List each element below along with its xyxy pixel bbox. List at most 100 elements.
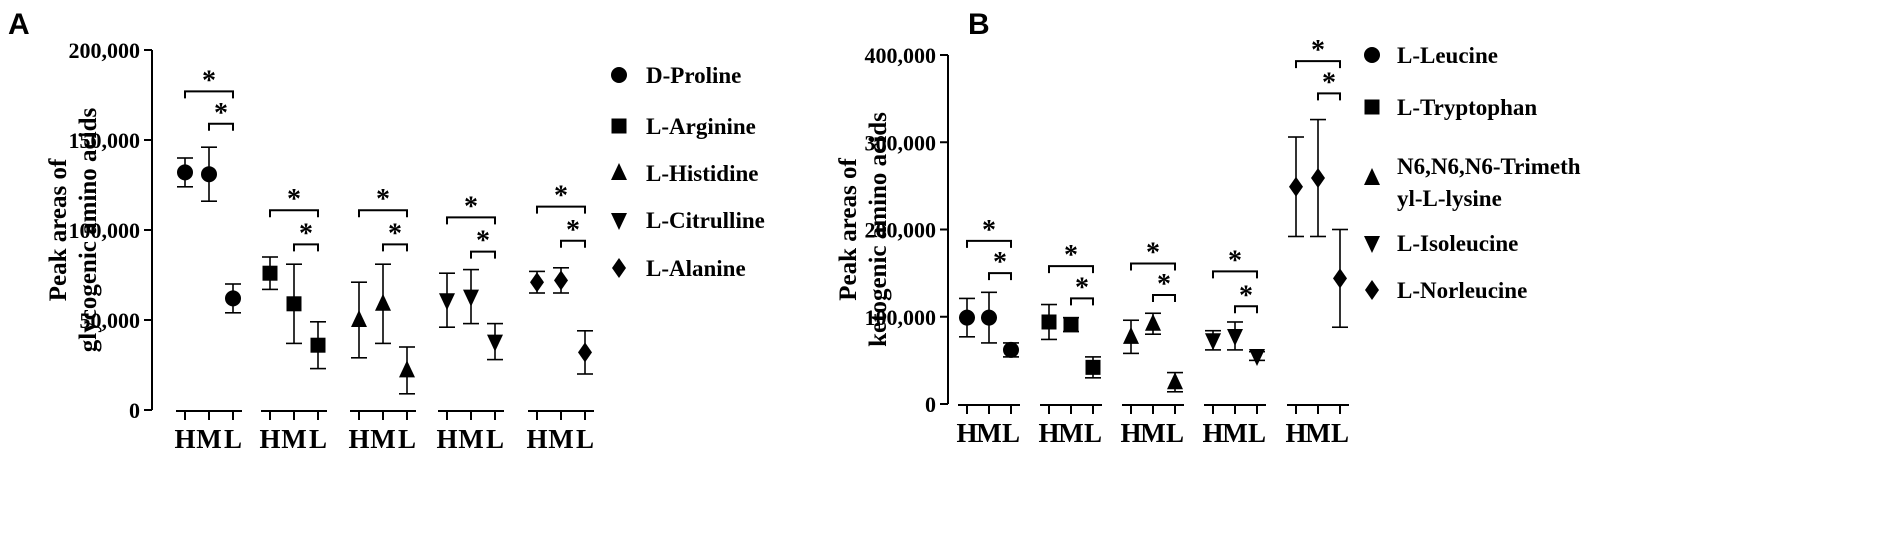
panel-b-y-tick-label: 400,000 <box>865 43 937 68</box>
panel-b-x-tick-label: M <box>1058 418 1083 448</box>
panel-a-y-tick-label: 100,000 <box>69 218 141 243</box>
panel-b-y-tick-label: 0 <box>925 392 936 417</box>
panel-a-data-point <box>177 164 193 181</box>
panel-a-data-point <box>439 293 455 311</box>
panel-b-legend-label: L-Tryptophan <box>1397 95 1537 120</box>
panel-b-data-point <box>1249 349 1265 367</box>
panel-b-significance-bracket <box>1317 92 1341 101</box>
panel-b-data-point <box>981 309 997 326</box>
panel-b-significance-star: * <box>1239 280 1253 311</box>
panel-b-significance-star: * <box>993 247 1007 278</box>
panel-a-significance-star: * <box>464 191 478 222</box>
panel-a-y-axis-label: Peak areas of glycogenic amino acids <box>45 108 102 353</box>
panel-b-legend-label-line: yl-L-lysine <box>1397 186 1502 211</box>
panel-a-data-point <box>262 265 278 281</box>
panel-b-x-tick-label: H <box>1285 418 1306 448</box>
panel-a-x-tick-label: M <box>196 424 221 454</box>
panel-b-x-tick-label: L <box>1084 418 1102 448</box>
panel-a-significance-bracket <box>536 205 586 214</box>
panel-a-x-tick-label: L <box>398 424 416 454</box>
panel-a-legend-marker <box>611 213 627 230</box>
panel-a-significance-bracket <box>269 209 319 218</box>
panel-b-significance-bracket <box>1212 270 1258 279</box>
panel-a-data-point <box>399 360 415 378</box>
panel-b-y-axis-label-line: Peak areas of <box>835 158 862 301</box>
panel-a-significance-bracket <box>560 239 586 248</box>
panel-a-significance-star: * <box>554 181 568 212</box>
panel-a-legend-label: L-Alanine <box>646 256 746 281</box>
panel-a-significance-bracket <box>382 243 408 252</box>
panel-b-significance-star: * <box>1064 240 1078 271</box>
panel-b-x-tick-label: L <box>1331 418 1349 448</box>
panel-a-significance-star: * <box>214 98 228 129</box>
panel-b-significance-star: * <box>982 215 996 246</box>
panel-a-significance-bracket <box>208 122 234 131</box>
panel-b-significance-star: * <box>1311 35 1325 66</box>
panel-b-x-tick-label: H <box>1202 418 1223 448</box>
panel-b-data-point <box>1041 314 1057 330</box>
panel-a-x-tick-label: H <box>259 424 280 454</box>
panel-b-x-tick-label: L <box>1166 418 1184 448</box>
panel-a-significance-star: * <box>476 226 490 257</box>
panel-b-data-point <box>1063 317 1079 333</box>
panel-b-significance-bracket <box>1130 262 1176 271</box>
panel-a-x-tick-label: M <box>548 424 573 454</box>
panel-a-legend-marker <box>611 163 627 180</box>
panel-a-x-tick-label: M <box>370 424 395 454</box>
panel-a-y-tick-label: 150,000 <box>69 128 141 153</box>
panel-b-y-tick-label: 100,000 <box>865 305 937 330</box>
panel-b-y-tick-label: 200,000 <box>865 218 937 243</box>
panel-a-letter: A <box>8 8 30 41</box>
panel-b-significance-bracket <box>1152 293 1176 302</box>
panel-a-significance-star: * <box>376 184 390 215</box>
panel-a-x-tick-label: H <box>436 424 457 454</box>
panel-b-chart: 0 100,000 200,000 300,000 400,000 Peak areas … <box>835 35 1581 448</box>
panel-a-x-tick-label: L <box>309 424 327 454</box>
panel-a-data-point <box>463 289 479 307</box>
panel-b-y-tick-label: 300,000 <box>865 130 937 155</box>
panel-b-data-point <box>1167 372 1183 390</box>
panel-b-y-axis-label: Peak areas of ketogenic amino acids <box>835 112 892 347</box>
panel-a-legend-label: L-Histidine <box>646 161 758 186</box>
panel-b-significance-bracket <box>1070 297 1094 306</box>
panel-b-data-point <box>1123 326 1139 344</box>
panel-a-data-point <box>375 293 391 311</box>
panel-b-y-axis-label-line: ketogenic amino acids <box>865 112 892 347</box>
panel-a-x-tick-label: L <box>486 424 504 454</box>
panel-b-x-tick-label: M <box>1140 418 1165 448</box>
panel-b-data-point <box>1085 359 1101 375</box>
panel-a-y-axis-label-line: glycogenic amino acids <box>75 108 102 353</box>
panel-a-data-point <box>225 290 241 307</box>
panel-b-legend-marker <box>1364 47 1380 63</box>
panel-a-significance-bracket <box>470 250 496 259</box>
panel-b-legend-label: N6,N6,N6-Trimeth yl-L-lysine <box>1397 154 1581 211</box>
panel-b-legend-marker <box>1365 280 1379 300</box>
panel-a-significance-bracket <box>446 216 496 225</box>
panel-a-significance-star: * <box>202 65 216 96</box>
panel-a-legend-marker <box>612 258 626 278</box>
panel-b-legend-marker <box>1364 236 1380 253</box>
panel-a-significance-star: * <box>388 218 402 249</box>
panel-a-significance-bracket <box>184 90 234 99</box>
panel-a-significance-star: * <box>287 184 301 215</box>
panel-b-x-tick-label: H <box>1038 418 1059 448</box>
panel-b-x-tick-label: M <box>976 418 1001 448</box>
panel-a-legend-label: D-Proline <box>646 63 741 88</box>
panel-b-significance-star: * <box>1157 269 1171 300</box>
panel-a-x-tick-label: H <box>348 424 369 454</box>
panel-a-significance-bracket <box>293 243 319 252</box>
panel-b-data-point <box>1333 268 1347 289</box>
panel-b-legend-label: L-Norleucine <box>1397 278 1527 303</box>
panel-a-significance-star: * <box>566 215 580 246</box>
panel-a-data-point <box>487 334 503 352</box>
panel-b-data-point <box>1289 176 1303 197</box>
panel-b-data-point <box>1227 328 1243 346</box>
panel-a-x-tick-label: L <box>576 424 594 454</box>
panel-a-chart: 0 50,000 100,000 150,000 200,000 Peak areas o… <box>45 38 765 454</box>
panel-a-data-point <box>286 296 302 312</box>
panel-a-x-tick-label: M <box>458 424 483 454</box>
panel-b-significance-star: * <box>1228 245 1242 276</box>
panel-b-x-tick-label: M <box>1222 418 1247 448</box>
panel-b-significance-bracket <box>1234 305 1258 314</box>
